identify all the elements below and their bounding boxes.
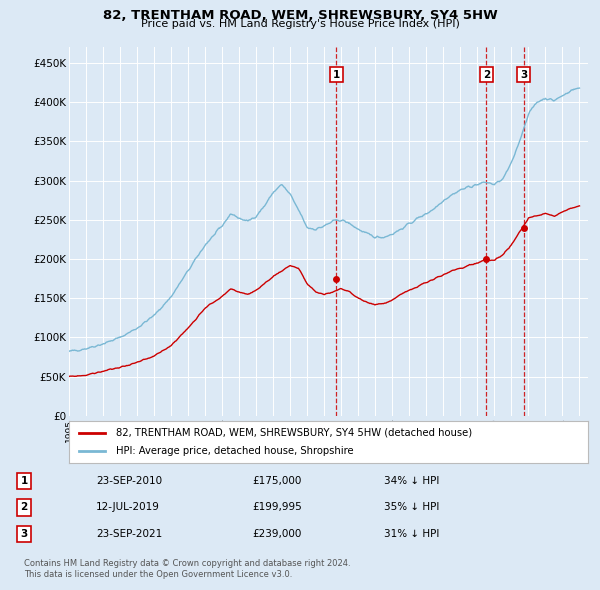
Text: HPI: Average price, detached house, Shropshire: HPI: Average price, detached house, Shro… (116, 446, 353, 456)
Text: 34% ↓ HPI: 34% ↓ HPI (384, 476, 439, 486)
Text: £239,000: £239,000 (252, 529, 301, 539)
Text: 35% ↓ HPI: 35% ↓ HPI (384, 503, 439, 512)
Text: 1: 1 (20, 476, 28, 486)
Text: 1: 1 (333, 70, 340, 80)
Text: Price paid vs. HM Land Registry's House Price Index (HPI): Price paid vs. HM Land Registry's House … (140, 19, 460, 29)
Text: £199,995: £199,995 (252, 503, 302, 512)
Text: 2: 2 (20, 503, 28, 512)
Text: 23-SEP-2010: 23-SEP-2010 (96, 476, 162, 486)
Text: 3: 3 (20, 529, 28, 539)
Text: Contains HM Land Registry data © Crown copyright and database right 2024.: Contains HM Land Registry data © Crown c… (24, 559, 350, 568)
Text: This data is licensed under the Open Government Licence v3.0.: This data is licensed under the Open Gov… (24, 571, 292, 579)
Text: 12-JUL-2019: 12-JUL-2019 (96, 503, 160, 512)
Text: 3: 3 (520, 70, 527, 80)
Text: 82, TRENTHAM ROAD, WEM, SHREWSBURY, SY4 5HW (detached house): 82, TRENTHAM ROAD, WEM, SHREWSBURY, SY4 … (116, 428, 472, 438)
Text: 23-SEP-2021: 23-SEP-2021 (96, 529, 162, 539)
Text: £175,000: £175,000 (252, 476, 301, 486)
Text: 31% ↓ HPI: 31% ↓ HPI (384, 529, 439, 539)
Text: 2: 2 (483, 70, 490, 80)
Text: 82, TRENTHAM ROAD, WEM, SHREWSBURY, SY4 5HW: 82, TRENTHAM ROAD, WEM, SHREWSBURY, SY4 … (103, 9, 497, 22)
